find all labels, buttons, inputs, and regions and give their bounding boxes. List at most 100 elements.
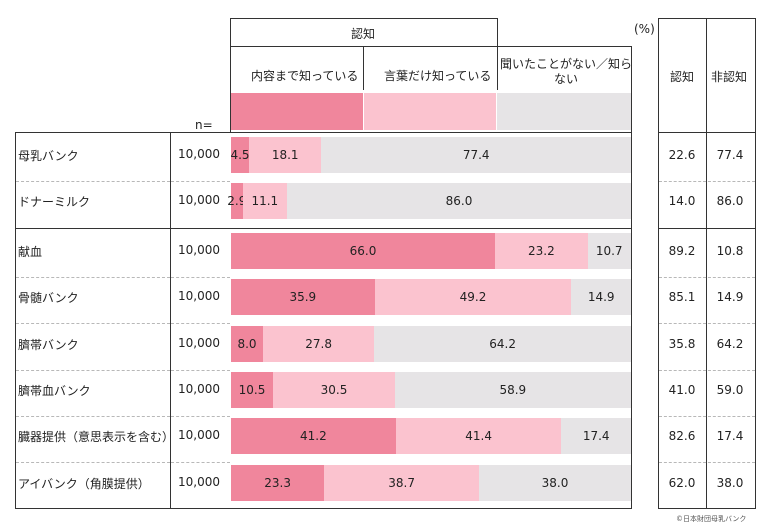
bar-value-label: 49.2 (459, 290, 487, 304)
row-n-value: 10,000 (178, 428, 220, 442)
row-separator (171, 462, 230, 463)
bar-value-label: 41.2 (300, 429, 327, 443)
bar-value-label: 8.0 (237, 337, 257, 351)
aware-value: 41.0 (668, 383, 696, 397)
aware-value: 85.1 (668, 290, 696, 304)
bar-segment-content (231, 183, 243, 219)
bar-segment-none (395, 372, 631, 408)
bar-segment-words (374, 279, 572, 315)
bar-value-label: 10.5 (238, 383, 266, 397)
row-separator (16, 323, 170, 324)
bar-segment-words (242, 183, 287, 219)
bar-value-label: 2.9 (227, 194, 247, 208)
bar-segment-content (231, 418, 396, 454)
bar-segment-none (561, 418, 631, 454)
unaware-value: 10.8 (716, 244, 744, 258)
bar-value-label: 30.5 (320, 383, 348, 397)
row-separator (659, 323, 755, 324)
row-separator (171, 277, 230, 278)
summary-right-line (755, 18, 756, 508)
bar-value-label: 38.7 (388, 476, 415, 490)
unaware-value: 59.0 (716, 383, 744, 397)
bar-value-label: 4.5 (230, 148, 250, 162)
row-separator (171, 370, 230, 371)
row-separator (16, 462, 170, 463)
unaware-value: 17.4 (716, 429, 744, 443)
bar-value-label: 35.9 (289, 290, 317, 304)
legend-swatch-none (497, 93, 631, 130)
row-label: アイバンク（角膜提供） (18, 477, 150, 491)
copyright-text: ©日本財団母乳バンク (676, 515, 747, 523)
bar-segment-none (374, 326, 631, 362)
row-separator (16, 277, 170, 278)
row-label: ドナーミルク (18, 195, 91, 209)
row-separator (171, 416, 230, 417)
bar-value-label: 66.0 (349, 244, 377, 258)
bar-segment-content (231, 233, 495, 269)
row-separator (659, 416, 755, 417)
row-separator (659, 462, 755, 463)
row-label: 臍帯バンク (18, 338, 79, 352)
unaware-value: 64.2 (716, 337, 744, 351)
aware-col-header: 認知 (670, 70, 695, 84)
row-separator (171, 181, 230, 182)
bar-value-label: 77.4 (462, 148, 490, 162)
header-col2-line (363, 46, 364, 90)
row-label: 臓器提供（意思表示を含む） (18, 430, 175, 444)
bar-value-label: 18.1 (271, 148, 299, 162)
header-mid-line (230, 46, 632, 47)
bar-value-label: 58.9 (499, 383, 527, 397)
row-label: 臍帯血バンク (18, 384, 91, 398)
bar-value-label: 23.3 (264, 476, 291, 490)
aware-value: 82.6 (668, 429, 696, 443)
table-label-divider (170, 132, 171, 508)
row-label: 母乳バンク (18, 149, 79, 163)
bar-segment-content (231, 326, 263, 362)
bar-value-label: 11.1 (251, 194, 279, 208)
unaware-value: 86.0 (716, 194, 744, 208)
aware-group-label: 認知 (351, 27, 376, 41)
row-n-value: 10,000 (178, 147, 220, 161)
n-label: n= (195, 118, 213, 132)
legend-label-none: 聞いたことがない／知らない (500, 57, 632, 87)
row-separator (171, 323, 230, 324)
legend-label-content: 内容まで知っている (251, 69, 359, 83)
bar-segment-words (273, 372, 395, 408)
unaware-value: 77.4 (716, 148, 744, 162)
bar-segment-none (571, 279, 631, 315)
row-separator (659, 181, 755, 182)
summary-mid-vline (706, 18, 707, 508)
aware-value: 22.6 (668, 148, 696, 162)
header-col3-line (497, 46, 498, 90)
bar-segment-content (231, 137, 249, 173)
aware-value: 62.0 (668, 476, 696, 490)
row-n-value: 10,000 (178, 193, 220, 207)
bar-segment-none (321, 137, 631, 173)
summary-divider-line (658, 228, 756, 229)
bar-segment-none (287, 183, 631, 219)
bar-value-label: 64.2 (489, 337, 516, 351)
bar-value-label: 86.0 (445, 194, 473, 208)
summary-mid-line (658, 132, 756, 133)
aware-value: 14.0 (668, 194, 696, 208)
table-top-line (15, 132, 632, 133)
header-left-line (230, 18, 231, 132)
row-separator (16, 370, 170, 371)
bar-segment-words (395, 418, 562, 454)
bar-segment-content (231, 465, 325, 501)
row-label: 骨髄バンク (18, 291, 79, 305)
row-separator (16, 181, 170, 182)
table-right-line (631, 46, 632, 508)
bar-segment-words (249, 137, 322, 173)
unaware-value: 14.9 (716, 290, 744, 304)
aware-value: 89.2 (668, 244, 696, 258)
legend-swatch-content (231, 93, 363, 130)
row-label: 献血 (18, 245, 43, 259)
row-n-value: 10,000 (178, 289, 220, 303)
header-split-line (497, 18, 498, 46)
bar-value-label: 10.7 (595, 244, 623, 258)
row-n-value: 10,000 (178, 382, 220, 396)
row-n-value: 10,000 (178, 336, 220, 350)
percent-unit: (%) (634, 22, 655, 36)
